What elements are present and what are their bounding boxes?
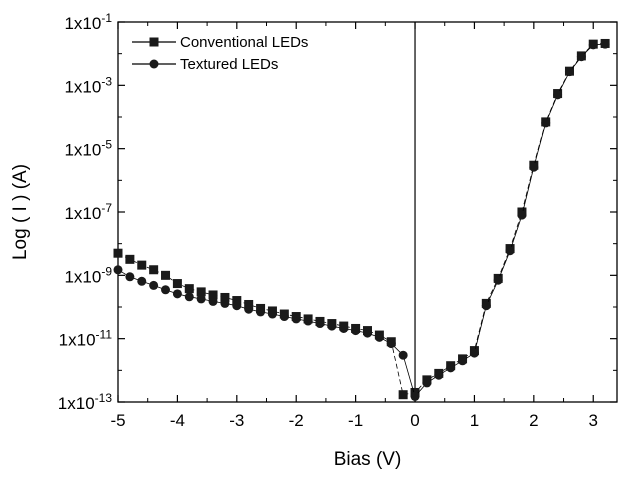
data-point-circle xyxy=(244,304,254,314)
data-point-circle xyxy=(232,301,242,311)
series-line xyxy=(117,43,606,398)
legend-circle-marker xyxy=(149,59,159,69)
x-tick-label: -5 xyxy=(110,411,125,430)
data-point-circle xyxy=(600,39,610,49)
data-point-square xyxy=(172,279,182,289)
data-point-circle xyxy=(172,289,182,299)
x-tick-label: 1 xyxy=(470,411,479,430)
data-point-circle xyxy=(493,275,503,285)
legend-label: Textured LEDs xyxy=(180,56,278,73)
x-tick-label: 2 xyxy=(529,411,538,430)
data-point-circle xyxy=(505,246,515,256)
series-line xyxy=(117,43,606,396)
y-tick-label: 1x10-5 xyxy=(64,138,112,160)
data-point-square xyxy=(125,254,135,264)
data-point-circle xyxy=(303,316,313,326)
data-point-square xyxy=(398,390,408,400)
data-point-circle xyxy=(481,301,491,311)
data-point-circle xyxy=(386,339,396,349)
data-point-circle xyxy=(125,272,135,282)
data-point-circle xyxy=(196,294,206,304)
x-tick-label: -1 xyxy=(348,411,363,430)
data-point-square xyxy=(137,260,147,270)
data-point-circle xyxy=(410,391,420,401)
data-point-circle xyxy=(279,312,289,322)
y-tick-label: 1x10-9 xyxy=(64,264,112,286)
y-tick-label: 1x10-3 xyxy=(64,74,112,96)
data-point-circle xyxy=(351,326,361,336)
series-textured xyxy=(113,39,610,401)
data-point-circle xyxy=(267,309,277,319)
data-point-square xyxy=(244,299,254,309)
data-point-circle xyxy=(256,307,266,317)
legend-label: Conventional LEDs xyxy=(180,34,308,51)
x-tick-label: -3 xyxy=(229,411,244,430)
data-point-circle xyxy=(220,298,230,308)
series-conventional xyxy=(113,38,610,400)
data-point-circle xyxy=(446,363,456,373)
plot-frame xyxy=(117,21,618,403)
data-point-circle xyxy=(291,314,301,324)
y-tick-label: 1x10-11 xyxy=(59,328,113,350)
data-point-circle xyxy=(529,162,539,172)
data-point-circle xyxy=(137,276,147,286)
data-point-circle xyxy=(576,52,586,62)
data-point-circle xyxy=(327,321,337,331)
data-point-square xyxy=(232,296,242,306)
data-point-circle xyxy=(553,90,563,100)
y-tick-label: 1x10-1 xyxy=(64,11,112,33)
data-point-square xyxy=(196,287,206,297)
data-point-circle xyxy=(113,265,123,275)
plot-area: -5 -4 -3 -2 -1 0 1 2 3 1x10-13 1x10-11 1x10-9 1x10-7… xyxy=(58,11,618,430)
data-point-circle xyxy=(422,378,432,388)
x-tick-label: 3 xyxy=(589,411,598,430)
data-point-circle xyxy=(339,323,349,333)
data-point-circle xyxy=(434,370,444,380)
data-point-square xyxy=(208,290,218,300)
legend-item: Textured LEDs xyxy=(132,56,278,73)
data-point-circle xyxy=(184,292,194,302)
data-point-square xyxy=(184,284,194,294)
data-point-circle xyxy=(458,356,468,366)
legend-item: Conventional LEDs xyxy=(132,34,308,51)
data-point-circle xyxy=(374,332,384,342)
legend: Conventional LEDs Textured LEDs xyxy=(132,34,308,73)
data-point-circle xyxy=(517,210,527,220)
legend-square-marker xyxy=(149,37,159,47)
x-tick-label: -2 xyxy=(289,411,304,430)
data-point-circle xyxy=(398,350,408,360)
x-tick-label: -4 xyxy=(170,411,185,430)
data-point-circle xyxy=(564,67,574,77)
data-point-square xyxy=(113,248,123,258)
data-point-circle xyxy=(363,328,372,338)
data-point-circle xyxy=(208,296,218,306)
data-point-circle xyxy=(161,285,171,295)
data-point-circle xyxy=(541,118,551,128)
y-tick-label: 1x10-13 xyxy=(58,391,113,413)
data-point-circle xyxy=(469,348,479,358)
data-point-square xyxy=(161,270,171,280)
x-tick-label: 0 xyxy=(410,411,419,430)
x-axis-title: Bias (V) xyxy=(334,449,402,470)
data-point-square xyxy=(220,292,230,302)
data-point-circle xyxy=(588,40,598,50)
data-point-circle xyxy=(315,319,325,329)
data-point-square xyxy=(149,265,159,275)
y-axis-title: Log ( I ) (A) xyxy=(10,164,31,260)
y-tick-label: 1x10-7 xyxy=(64,201,112,223)
data-point-circle xyxy=(149,280,159,290)
